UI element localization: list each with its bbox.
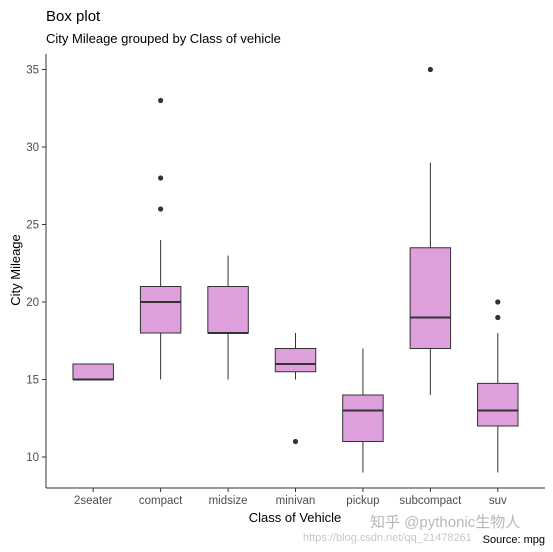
outlier-point <box>158 175 164 181</box>
y-tick-label: 25 <box>26 220 39 232</box>
watermark-url: https://blog.csdn.net/qq_21478261 <box>303 532 472 544</box>
y-tick-label: 30 <box>26 142 39 154</box>
outlier-point <box>158 206 164 212</box>
box-suv <box>477 299 519 473</box>
x-axis-title: Class of Vehicle <box>249 510 342 525</box>
y-tick-label: 15 <box>26 375 39 387</box>
x-tick-label-subcompact: subcompact <box>399 495 462 507</box>
x-tick-label-minivan: minivan <box>276 495 316 507</box>
x-tick-label-pickup: pickup <box>346 495 379 507</box>
x-tick-label-2seater: 2seater <box>74 495 113 507</box>
watermark-text: 知乎 @pythonic生物人 <box>370 514 520 531</box>
outlier-point <box>292 438 299 445</box>
box-iqr <box>342 394 384 442</box>
y-tick-label: 35 <box>26 65 39 77</box>
plot-area <box>72 66 519 473</box>
x-tick-label-compact: compact <box>139 495 183 507</box>
chart-subtitle: City Mileage grouped by Class of vehicle <box>46 31 281 46</box>
box-compact <box>139 97 182 380</box>
outlier-point <box>495 314 501 321</box>
y-tick-label: 20 <box>26 297 39 309</box>
x-axis-ticks: 2seater compact midsize minivan pickup subcom… <box>74 488 507 507</box>
box-iqr <box>409 247 452 349</box>
box-2seater <box>72 363 114 381</box>
x-tick-label-suv: suv <box>489 495 507 507</box>
outlier-point <box>427 66 433 73</box>
outlier-point <box>495 299 501 305</box>
box-minivan <box>274 333 317 445</box>
box-iqr <box>274 348 317 373</box>
box-iqr <box>477 382 519 427</box>
box-pickup <box>342 348 384 473</box>
box-midsize <box>207 255 249 380</box>
chart-caption: Source: mpg <box>483 534 545 546</box>
y-axis-ticks: 10 15 20 25 30 35 <box>26 65 46 464</box>
box-iqr <box>139 286 182 334</box>
chart-title: Box plot <box>46 8 101 25</box>
box-subcompact <box>409 66 452 395</box>
outlier-point <box>158 97 164 104</box>
box-iqr <box>72 363 114 380</box>
x-tick-label-midsize: midsize <box>209 495 248 507</box>
y-tick-label: 10 <box>26 452 39 464</box>
y-axis-title: City Mileage <box>8 234 23 306</box>
box-iqr <box>207 286 249 334</box>
